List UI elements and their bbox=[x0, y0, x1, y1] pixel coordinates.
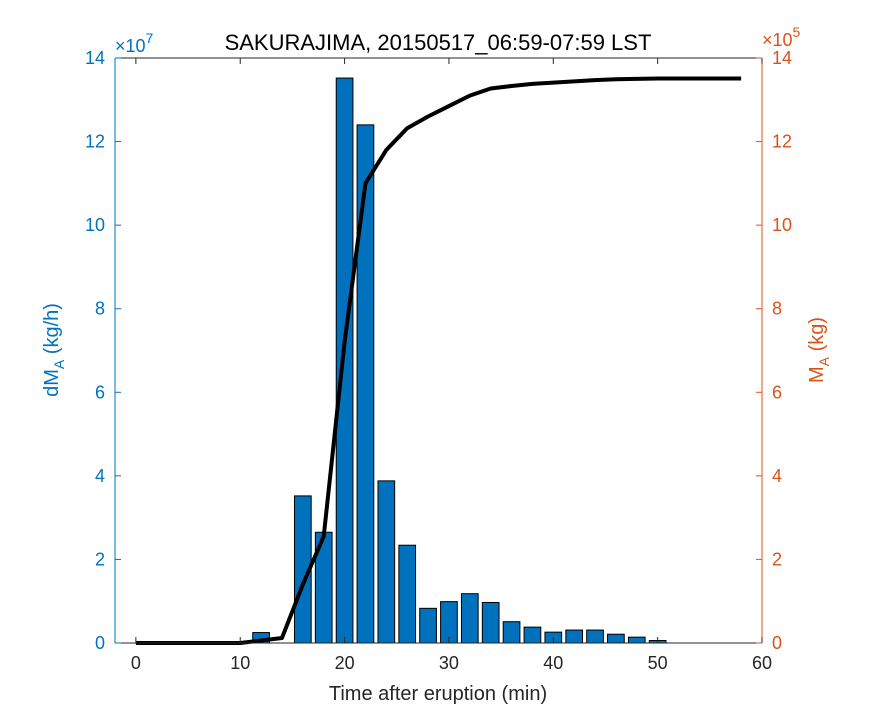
x-tick-label: 40 bbox=[543, 653, 563, 673]
right-y-tick-label: 12 bbox=[772, 132, 792, 152]
axes-layer bbox=[114, 57, 763, 644]
bar bbox=[377, 480, 396, 644]
x-axis-label: Time after eruption (min) bbox=[329, 683, 547, 705]
bar bbox=[502, 621, 521, 644]
left-axis-label-main: dM bbox=[41, 369, 63, 397]
right-y-tick-label: 4 bbox=[772, 466, 782, 486]
right-axis-label-sub: A bbox=[816, 356, 832, 366]
left-y-tick-label: 4 bbox=[95, 466, 105, 486]
left-y-tick-label: 8 bbox=[95, 299, 105, 319]
chart-title: SAKURAJIMA, 20150517_06:59-07:59 LST bbox=[225, 30, 652, 55]
right-axis-exponent-base: ×10 bbox=[762, 30, 793, 50]
bar bbox=[419, 607, 437, 644]
plot-area bbox=[115, 58, 762, 643]
bar bbox=[627, 636, 646, 644]
left-axis-label-sub: A bbox=[51, 359, 67, 369]
bar bbox=[523, 626, 542, 644]
bar bbox=[607, 633, 625, 644]
left-axis-exponent-power: 7 bbox=[146, 30, 154, 46]
right-axis-label-main: M bbox=[806, 366, 828, 383]
right-y-tick-label: 6 bbox=[772, 382, 782, 402]
x-tick-label: 30 bbox=[439, 653, 459, 673]
cumulative-mass-line bbox=[135, 76, 742, 645]
left-y-tick-label: 12 bbox=[85, 132, 105, 152]
bar bbox=[565, 629, 584, 644]
bar bbox=[398, 544, 417, 644]
left-axis-label: dMA (kg/h) bbox=[41, 303, 67, 397]
left-y-tick-label: 6 bbox=[95, 382, 105, 402]
bar bbox=[481, 601, 500, 644]
right-y-tick-label: 10 bbox=[772, 215, 792, 235]
right-axis-exponent: ×105 bbox=[762, 24, 801, 50]
x-tick-label: 10 bbox=[230, 653, 250, 673]
right-axis-exponent-power: 5 bbox=[793, 24, 801, 40]
right-axis-label: MA (kg) bbox=[806, 317, 832, 383]
left-axis-exponent-base: ×10 bbox=[115, 36, 146, 56]
x-tick-label: 0 bbox=[131, 653, 141, 673]
left-axis-label-unit: (kg/h) bbox=[41, 303, 63, 360]
right-y-tick-label: 8 bbox=[772, 299, 782, 319]
bar bbox=[440, 601, 458, 644]
left-y-tick-label: 2 bbox=[95, 549, 105, 569]
svg-text:dMA (kg/h): dMA (kg/h) bbox=[41, 303, 67, 397]
x-tick-label: 20 bbox=[335, 653, 355, 673]
x-tick-label: 50 bbox=[648, 653, 668, 673]
left-y-tick-label: 14 bbox=[85, 48, 105, 68]
right-y-tick-label: 2 bbox=[772, 549, 782, 569]
left-y-tick-label: 0 bbox=[95, 633, 105, 653]
bar bbox=[460, 593, 479, 644]
line-layer bbox=[135, 76, 742, 645]
bar bbox=[356, 124, 375, 644]
left-y-tick-label: 10 bbox=[85, 215, 105, 235]
svg-text:MA (kg): MA (kg) bbox=[806, 317, 832, 383]
right-axis-label-unit: (kg) bbox=[806, 317, 828, 357]
right-y-tick-label: 14 bbox=[772, 48, 792, 68]
left-axis-exponent: ×107 bbox=[115, 30, 154, 56]
x-tick-label: 60 bbox=[752, 653, 772, 673]
bar bbox=[586, 629, 604, 644]
right-y-tick-label: 0 bbox=[772, 633, 782, 653]
